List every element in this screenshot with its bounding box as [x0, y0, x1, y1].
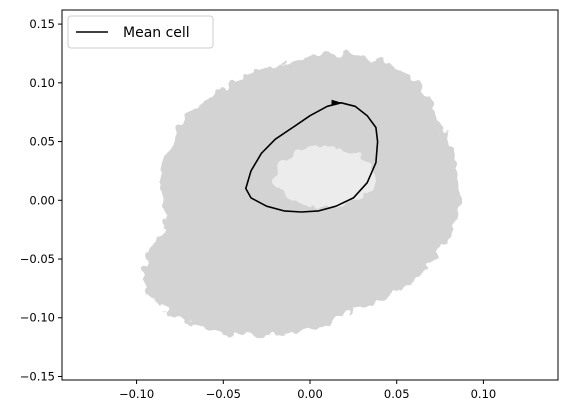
y-tick-label: −0.05 [20, 252, 55, 266]
y-tick-label: 0.10 [29, 76, 55, 90]
legend-box [67, 15, 214, 49]
y-tick-label: −0.15 [20, 369, 55, 383]
legend: Mean cell [67, 15, 214, 49]
y-tick-label: 0.15 [29, 17, 55, 31]
x-tick-label: −0.05 [206, 387, 241, 401]
y-tick-label: −0.10 [20, 311, 55, 325]
x-tick-label: −0.10 [119, 387, 154, 401]
series-line-mean-cell [245, 102, 379, 213]
series-end-arrow [331, 99, 339, 105]
legend-label-mean-cell: Mean cell [123, 25, 190, 41]
y-axis: −0.15 −0.10 −0.05 0.00 0.05 0.10 0.15 [20, 17, 62, 383]
x-tick-label: 0.00 [297, 387, 323, 401]
cloud-lower-lobe [142, 205, 373, 336]
x-tick-label: 0.10 [471, 387, 497, 401]
cloud-inner-hole [273, 146, 374, 207]
x-axis: −0.10 −0.05 0.00 0.05 0.10 [119, 380, 496, 401]
y-tick-label: 0.05 [29, 135, 55, 149]
y-tick-label: 0.00 [29, 193, 55, 207]
plot-area [142, 53, 460, 336]
cell-trajectory-cloud [142, 53, 460, 336]
x-tick-label: 0.05 [384, 387, 410, 401]
series-layer [245, 99, 379, 213]
